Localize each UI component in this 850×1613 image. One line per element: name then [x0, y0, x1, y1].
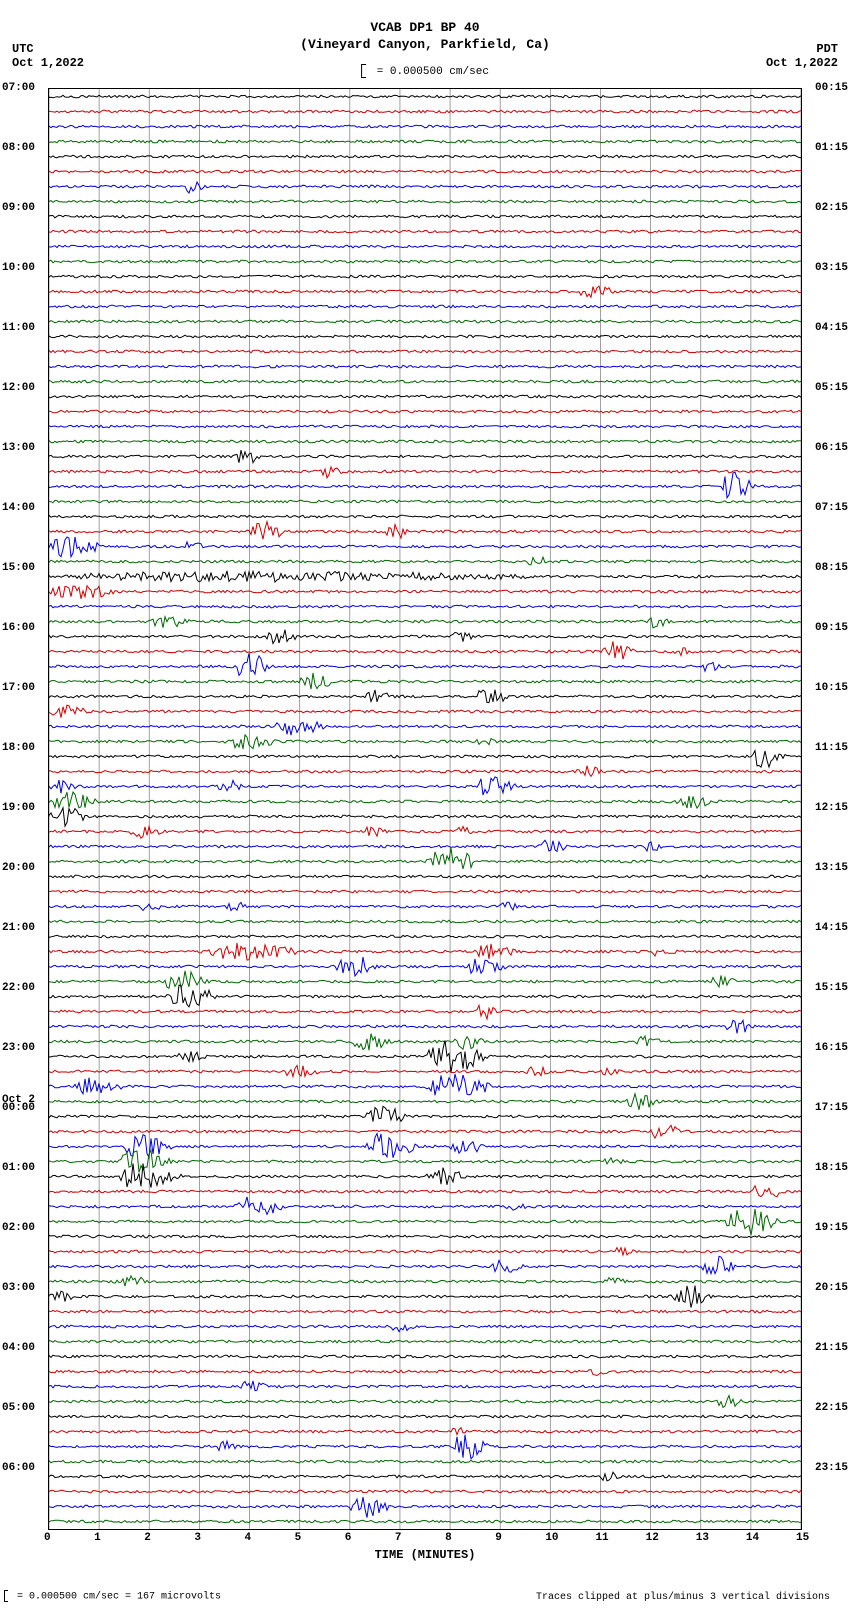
- x-axis-title: TIME (MINUTES): [375, 1548, 476, 1562]
- x-tick-label: 0: [44, 1532, 51, 1544]
- hour-label-right: 23:15: [815, 1462, 848, 1474]
- hour-label-left: 03:00: [2, 1282, 35, 1294]
- timezone-right: PDT Oct 1,2022: [766, 42, 838, 71]
- hour-label-right: 05:15: [815, 382, 848, 394]
- hour-label-left: 11:00: [2, 322, 35, 334]
- hour-label-left: 09:00: [2, 202, 35, 214]
- hour-label-right: 19:15: [815, 1222, 848, 1234]
- tz-right-date: Oct 1,2022: [766, 56, 838, 70]
- hour-label-left: 23:00: [2, 1042, 35, 1054]
- x-tick-label: 10: [545, 1532, 558, 1544]
- scale-indicator: = 0.000500 cm/sec: [361, 64, 489, 78]
- hour-label-right: 07:15: [815, 502, 848, 514]
- title-line-2: (Vineyard Canyon, Parkfield, Ca): [0, 37, 850, 54]
- hour-label-left: 17:00: [2, 682, 35, 694]
- hour-label-right: 15:15: [815, 982, 848, 994]
- hour-label-left: 08:00: [2, 142, 35, 154]
- hour-label-left: 21:00: [2, 922, 35, 934]
- x-tick-label: 8: [445, 1532, 452, 1544]
- hour-label-left: 13:00: [2, 442, 35, 454]
- hour-label-left: 07:00: [2, 82, 35, 94]
- x-tick-label: 6: [345, 1532, 352, 1544]
- hour-label-left: 14:00: [2, 502, 35, 514]
- chart-header: VCAB DP1 BP 40 (Vineyard Canyon, Parkfie…: [0, 0, 850, 54]
- hour-label-right: 12:15: [815, 802, 848, 814]
- hour-label-left: 20:00: [2, 862, 35, 874]
- hour-label-right: 14:15: [815, 922, 848, 934]
- hour-label-right: 18:15: [815, 1162, 848, 1174]
- x-tick-label: 9: [495, 1532, 502, 1544]
- hour-label-left: 01:00: [2, 1162, 35, 1174]
- hour-label-right: 22:15: [815, 1402, 848, 1414]
- x-tick-label: 1: [94, 1532, 101, 1544]
- hour-label-right: 17:15: [815, 1102, 848, 1114]
- hour-label-right: 02:15: [815, 202, 848, 214]
- hour-label-right: 10:15: [815, 682, 848, 694]
- hour-label-left: 19:00: [2, 802, 35, 814]
- hour-label-right: 13:15: [815, 862, 848, 874]
- hour-label-left: 16:00: [2, 622, 35, 634]
- hour-label-right: 20:15: [815, 1282, 848, 1294]
- x-tick-label: 4: [245, 1532, 252, 1544]
- hour-label-right: 16:15: [815, 1042, 848, 1054]
- x-tick-label: 7: [395, 1532, 402, 1544]
- x-tick-label: 14: [746, 1532, 759, 1544]
- x-tick-label: 15: [796, 1532, 809, 1544]
- seismogram-plot: [48, 88, 802, 1530]
- scale-bar-icon: [4, 1590, 8, 1602]
- hour-label-left: 02:00: [2, 1222, 35, 1234]
- footer-left: = 0.000500 cm/sec = 167 microvolts: [4, 1590, 221, 1603]
- hour-label-left: 04:00: [2, 1342, 35, 1354]
- hour-label-right: 00:15: [815, 82, 848, 94]
- hour-label-left: 10:00: [2, 262, 35, 274]
- hour-label-right: 09:15: [815, 622, 848, 634]
- x-tick-label: 12: [646, 1532, 659, 1544]
- hour-label-right: 11:15: [815, 742, 848, 754]
- tz-left-name: UTC: [12, 42, 84, 56]
- hour-label-left: 15:00: [2, 562, 35, 574]
- timezone-left: UTC Oct 1,2022: [12, 42, 84, 71]
- scale-bar-icon: [361, 64, 366, 78]
- hour-label-left: 12:00: [2, 382, 35, 394]
- footer-left-text: = 0.000500 cm/sec = 167 microvolts: [17, 1592, 221, 1603]
- x-tick-label: 2: [144, 1532, 151, 1544]
- hour-label-right: 03:15: [815, 262, 848, 274]
- hour-label-right: 21:15: [815, 1342, 848, 1354]
- scale-text: = 0.000500 cm/sec: [377, 66, 489, 78]
- x-tick-label: 11: [595, 1532, 608, 1544]
- hour-label-left: 00:00: [2, 1102, 35, 1114]
- hour-label-left: 05:00: [2, 1402, 35, 1414]
- hour-label-right: 01:15: [815, 142, 848, 154]
- hour-label-left: 22:00: [2, 982, 35, 994]
- x-tick-label: 3: [194, 1532, 201, 1544]
- seismogram-container: VCAB DP1 BP 40 (Vineyard Canyon, Parkfie…: [0, 0, 850, 1613]
- hour-label-right: 08:15: [815, 562, 848, 574]
- title-line-1: VCAB DP1 BP 40: [0, 20, 850, 37]
- tz-right-name: PDT: [766, 42, 838, 56]
- hour-label-left: 18:00: [2, 742, 35, 754]
- footer-right: Traces clipped at plus/minus 3 vertical …: [536, 1592, 830, 1603]
- x-tick-label: 13: [696, 1532, 709, 1544]
- tz-left-date: Oct 1,2022: [12, 56, 84, 70]
- x-tick-label: 5: [295, 1532, 302, 1544]
- hour-label-right: 04:15: [815, 322, 848, 334]
- hour-label-left: 06:00: [2, 1462, 35, 1474]
- hour-label-right: 06:15: [815, 442, 848, 454]
